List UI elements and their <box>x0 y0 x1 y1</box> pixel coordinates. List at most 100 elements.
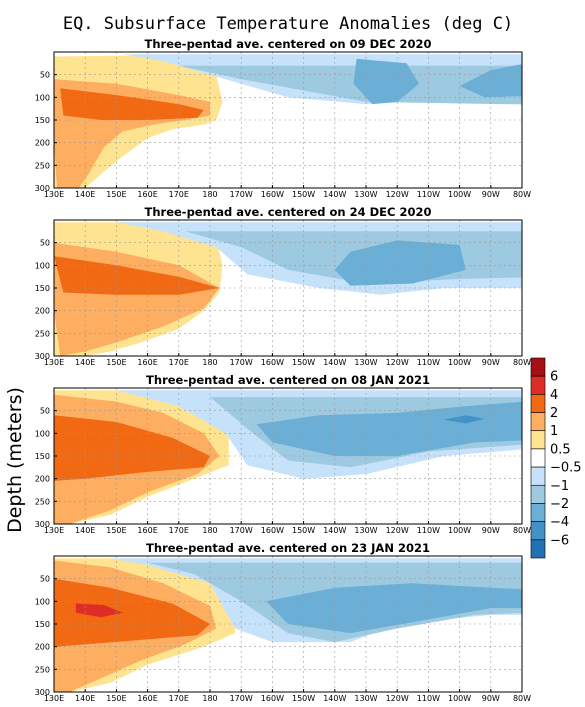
x-tick-label: 80W <box>513 358 531 367</box>
anomaly-region-neg2 <box>459 64 522 98</box>
anomaly-region-2 <box>60 88 204 120</box>
panel-subtitle: Three-pentad ave. centered on 08 JAN 202… <box>146 373 430 387</box>
anomaly-region-2 <box>54 578 210 647</box>
x-tick-label: 130W <box>354 358 377 367</box>
anomaly-region-4 <box>75 603 123 618</box>
y-tick-label: 150 <box>35 116 50 125</box>
x-tick-label: 180 <box>202 190 217 199</box>
x-tick-label: 140E <box>75 190 95 199</box>
x-tick-label: 150E <box>106 358 126 367</box>
x-tick-label: 120W <box>386 190 409 199</box>
y-tick-label: 150 <box>35 284 50 293</box>
x-tick-label: 170E <box>169 190 189 199</box>
anomaly-region-neg1 <box>178 65 522 105</box>
colorbar-swatch <box>530 503 546 522</box>
colorbar-swatch <box>530 539 546 559</box>
y-tick-label: 50 <box>40 575 50 584</box>
x-tick-label: 80W <box>513 526 531 535</box>
colorbar-swatch <box>530 394 546 413</box>
colorbar-swatch <box>530 412 546 432</box>
y-tick-label: 250 <box>35 665 50 674</box>
x-tick-label: 170W <box>230 358 253 367</box>
colorbar-swatch <box>530 375 546 395</box>
x-tick-label: 100W <box>448 694 471 703</box>
x-tick-label: 140E <box>75 358 95 367</box>
x-tick-label: 160E <box>137 358 157 367</box>
x-tick-label: 160E <box>137 694 157 703</box>
y-tick-label: 300 <box>35 352 50 361</box>
y-tick-label: 300 <box>35 184 50 193</box>
x-tick-label: 140W <box>323 694 346 703</box>
panel-3: Three-pentad ave. centered on 08 JAN 202… <box>35 373 531 535</box>
x-tick-label: 130E <box>44 190 64 199</box>
x-tick-label: 180 <box>202 358 217 367</box>
x-tick-label: 150W <box>292 190 315 199</box>
colorbar: 6 4 2 1 0.5 −0.5 −1 −2 −4 −6 <box>530 357 582 559</box>
colorbar-label: −0.5 <box>550 461 582 476</box>
y-tick-label: 250 <box>35 497 50 506</box>
y-tick-label: 100 <box>35 93 50 102</box>
x-tick-label: 110W <box>417 358 440 367</box>
x-tick-label: 90W <box>482 526 500 535</box>
x-tick-label: 110W <box>417 526 440 535</box>
x-tick-label: 140E <box>75 526 95 535</box>
x-tick-label: 150E <box>106 190 126 199</box>
y-tick-label: 200 <box>35 475 50 484</box>
panel-2: Three-pentad ave. centered on 24 DEC 202… <box>35 205 531 367</box>
x-tick-label: 180 <box>202 694 217 703</box>
x-tick-label: 110W <box>417 694 440 703</box>
x-tick-label: 80W <box>513 694 531 703</box>
y-tick-label: 200 <box>35 643 50 652</box>
x-tick-label: 90W <box>482 190 500 199</box>
x-tick-label: 170W <box>230 190 253 199</box>
colorbar-label: −6 <box>550 533 569 548</box>
y-axis-label: Depth (meters) <box>4 387 26 533</box>
colorbar-swatch <box>530 484 546 504</box>
x-tick-label: 150W <box>292 694 315 703</box>
x-tick-label: 130W <box>354 694 377 703</box>
anomaly-region-neg2 <box>353 58 419 105</box>
y-tick-label: 200 <box>35 307 50 316</box>
x-tick-label: 170E <box>169 358 189 367</box>
x-tick-label: 80W <box>513 190 531 199</box>
x-tick-label: 140W <box>323 358 346 367</box>
colorbar-swatch <box>530 521 546 541</box>
y-tick-label: 50 <box>40 407 50 416</box>
panel-4: Three-pentad ave. centered on 23 JAN 202… <box>35 541 531 703</box>
y-tick-label: 250 <box>35 161 50 170</box>
y-tick-label: 300 <box>35 520 50 529</box>
colorbar-label: 1 <box>550 424 558 439</box>
x-tick-label: 140W <box>323 526 346 535</box>
y-tick-label: 250 <box>35 329 50 338</box>
x-tick-label: 180 <box>202 526 217 535</box>
x-tick-label: 140E <box>75 694 95 703</box>
colorbar-swatch <box>530 466 546 486</box>
y-tick-label: 150 <box>35 620 50 629</box>
anomaly-region-2 <box>54 256 220 295</box>
x-tick-label: 170E <box>169 694 189 703</box>
x-tick-label: 130E <box>44 526 64 535</box>
x-tick-label: 130W <box>354 190 377 199</box>
x-tick-label: 140W <box>323 190 346 199</box>
colorbar-label: 4 <box>550 388 558 403</box>
colorbar-swatch <box>530 448 546 468</box>
x-tick-label: 120W <box>386 358 409 367</box>
anomaly-region-neg2 <box>334 240 466 286</box>
y-tick-label: 100 <box>35 429 50 438</box>
colorbar-label: −4 <box>550 515 569 530</box>
x-tick-label: 120W <box>386 694 409 703</box>
x-tick-label: 160E <box>137 526 157 535</box>
anomaly-region-neg4 <box>553 66 585 82</box>
y-tick-label: 50 <box>40 71 50 80</box>
x-tick-label: 150W <box>292 358 315 367</box>
colorbar-label: −2 <box>550 497 569 512</box>
x-tick-label: 150E <box>106 526 126 535</box>
x-tick-label: 120W <box>386 526 409 535</box>
x-tick-label: 170W <box>230 694 253 703</box>
figure-title: EQ. Subsurface Temperature Anomalies (de… <box>63 14 513 34</box>
anomaly-region-neg2 <box>266 583 522 634</box>
y-tick-label: 150 <box>35 452 50 461</box>
y-tick-label: 300 <box>35 688 50 697</box>
x-tick-label: 100W <box>448 358 471 367</box>
